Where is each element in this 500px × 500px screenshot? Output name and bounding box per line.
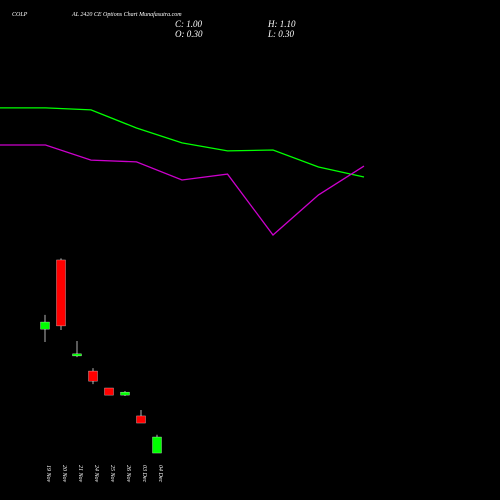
- x-tick-label: 20 Nov: [61, 465, 67, 483]
- x-tick-label: 25 Nov: [109, 465, 115, 483]
- x-tick-label: 21 Nov: [77, 465, 83, 483]
- indicator-line: [0, 144, 365, 236]
- candle-body: [56, 259, 66, 327]
- candle-body: [104, 387, 114, 396]
- candle-body: [40, 321, 50, 330]
- x-tick-label: 26 Nov: [125, 465, 131, 483]
- ohlc-high: H: 1.10: [267, 19, 296, 29]
- x-tick-label: 24 Nov: [93, 465, 100, 483]
- chart-subtitle: AL 2420 CE Options Chart Munafasutra.com: [71, 11, 182, 18]
- candle-body: [88, 370, 98, 382]
- candle-body: [152, 436, 162, 454]
- candle-body: [72, 353, 82, 357]
- ohlc-close: C: 1.00: [175, 19, 203, 29]
- candle-body: [136, 415, 146, 424]
- chart-title: COLP: [12, 12, 28, 18]
- ohlc-low: L: 0.30: [267, 29, 295, 39]
- indicator-line: [0, 107, 365, 178]
- candle-body: [120, 391, 130, 396]
- ohlc-open: O: 0.30: [175, 29, 203, 39]
- x-tick-label: 19 Nov: [45, 465, 51, 483]
- x-tick-label: 03 Dec: [141, 465, 147, 482]
- x-tick-label: 04 Dec: [157, 465, 164, 482]
